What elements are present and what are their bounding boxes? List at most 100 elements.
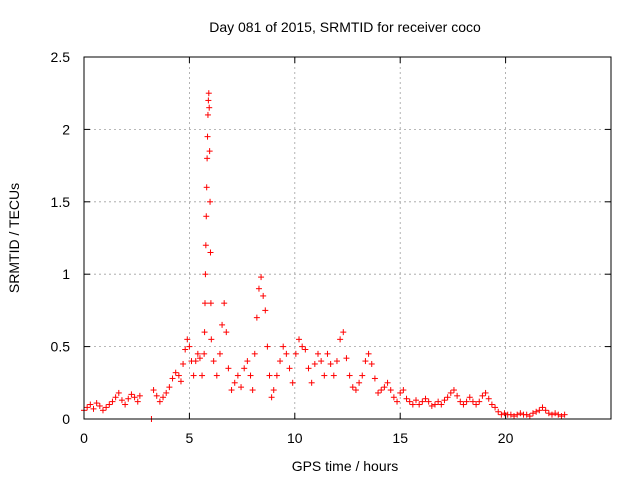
data-point [428, 402, 435, 409]
data-point [166, 384, 173, 391]
x-axis-label: GPS time / hours [292, 458, 399, 474]
data-point [488, 401, 495, 408]
data-point [87, 401, 94, 408]
data-point [207, 300, 214, 307]
data-point [153, 392, 160, 399]
data-point [356, 379, 363, 386]
data-point [289, 379, 296, 386]
data-point [286, 365, 293, 372]
data-point [205, 97, 212, 104]
data-point [337, 336, 344, 343]
data-point [482, 389, 489, 396]
data-point [115, 389, 122, 396]
data-point [545, 410, 552, 417]
data-point [206, 148, 213, 155]
data-point [409, 401, 416, 408]
data-point [206, 104, 213, 111]
data-point [371, 375, 378, 382]
data-point [454, 392, 461, 399]
data-point [517, 410, 524, 417]
data-point [444, 394, 451, 401]
data-point [125, 395, 132, 402]
data-point [103, 404, 110, 411]
data-point [283, 350, 290, 357]
data-point [479, 392, 486, 399]
grid-lines [84, 57, 611, 419]
data-point [362, 358, 369, 365]
y-tick-label: 1 [62, 266, 70, 282]
data-point [264, 343, 271, 350]
data-point [223, 329, 230, 336]
data-point [381, 384, 388, 391]
data-point [241, 365, 248, 372]
data-point [177, 378, 184, 385]
data-point [359, 372, 366, 379]
data-point [253, 314, 260, 321]
data-point [514, 411, 521, 418]
data-point [93, 400, 100, 407]
data-point [394, 398, 401, 405]
data-point [406, 398, 413, 405]
data-point [498, 411, 505, 418]
data-point [196, 355, 203, 362]
data-point [207, 249, 214, 256]
data-point [413, 397, 420, 404]
data-points [81, 90, 568, 422]
data-point [526, 413, 533, 420]
data-point [128, 391, 135, 398]
data-point [296, 336, 303, 343]
data-point [163, 389, 170, 396]
x-tick-label: 0 [80, 430, 88, 446]
plot-frame [83, 56, 612, 420]
data-point [476, 398, 483, 405]
data-point [249, 387, 256, 394]
x-tick-label: 20 [498, 430, 514, 446]
y-tick-label: 0 [62, 411, 70, 427]
data-point [466, 394, 473, 401]
data-point [343, 355, 350, 362]
data-point [330, 372, 337, 379]
data-point [255, 285, 262, 292]
data-point [201, 329, 208, 336]
data-point [539, 404, 546, 411]
data-point [258, 274, 265, 281]
data-point [457, 398, 464, 405]
data-point [131, 394, 138, 401]
data-point [251, 350, 258, 357]
data-point [202, 271, 209, 278]
data-point [262, 307, 269, 314]
data-point [400, 387, 407, 394]
data-point [213, 372, 220, 379]
x-tick-label: 10 [287, 430, 303, 446]
data-point [182, 346, 189, 353]
data-point [397, 389, 404, 396]
data-point [314, 350, 321, 357]
data-point [106, 401, 113, 408]
data-point [378, 387, 385, 394]
data-point [277, 358, 284, 365]
y-tick-label: 2 [62, 121, 70, 137]
y-tick-label: 1.5 [51, 194, 71, 210]
data-point [204, 111, 211, 118]
data-point [228, 387, 235, 394]
data-point [425, 398, 432, 405]
data-point [266, 372, 273, 379]
data-point [216, 350, 223, 357]
data-point [186, 343, 193, 350]
data-point [507, 411, 514, 418]
y-tick-label: 0.5 [51, 339, 71, 355]
data-point [473, 401, 480, 408]
data-point [511, 413, 518, 420]
data-point [558, 413, 565, 420]
data-point [221, 300, 228, 307]
data-point [495, 408, 502, 415]
data-point [205, 90, 212, 97]
data-point [308, 379, 315, 386]
data-point [352, 387, 359, 394]
data-point [555, 411, 562, 418]
data-point [268, 394, 275, 401]
data-point [280, 343, 287, 350]
data-point [422, 395, 429, 402]
